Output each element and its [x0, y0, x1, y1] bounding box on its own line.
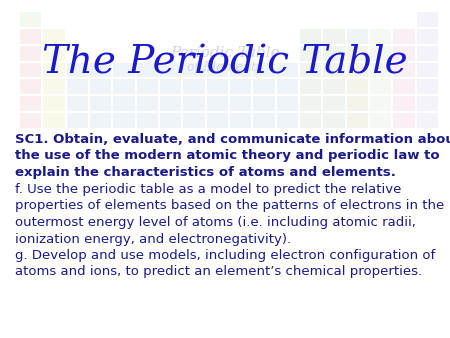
- Bar: [417, 96, 438, 111]
- Bar: [370, 29, 392, 44]
- Bar: [90, 113, 112, 128]
- Bar: [113, 96, 135, 111]
- Bar: [300, 79, 321, 94]
- Bar: [370, 46, 392, 61]
- Text: f. Use the periodic table as a model to predict the relative
properties of eleme: f. Use the periodic table as a model to …: [15, 183, 444, 279]
- Bar: [67, 63, 88, 77]
- Bar: [417, 29, 438, 44]
- Bar: [417, 63, 438, 77]
- Bar: [300, 29, 321, 44]
- Bar: [90, 63, 112, 77]
- Bar: [370, 79, 392, 94]
- Bar: [277, 113, 298, 128]
- Bar: [393, 96, 415, 111]
- Bar: [253, 96, 275, 111]
- Bar: [277, 63, 298, 77]
- Bar: [137, 79, 158, 94]
- Bar: [253, 63, 275, 77]
- Bar: [417, 79, 438, 94]
- Bar: [324, 29, 345, 44]
- Bar: [346, 96, 368, 111]
- Bar: [207, 113, 228, 128]
- Bar: [230, 79, 252, 94]
- Text: SC1. Obtain, evaluate, and communicate information about
the use of the modern a: SC1. Obtain, evaluate, and communicate i…: [15, 133, 450, 179]
- Bar: [43, 63, 65, 77]
- Bar: [346, 79, 368, 94]
- Bar: [67, 79, 88, 94]
- Bar: [43, 29, 65, 44]
- Bar: [113, 79, 135, 94]
- Bar: [137, 113, 158, 128]
- Bar: [230, 96, 252, 111]
- Bar: [207, 96, 228, 111]
- Bar: [346, 46, 368, 61]
- Bar: [20, 113, 41, 128]
- Bar: [346, 63, 368, 77]
- Bar: [346, 113, 368, 128]
- Bar: [90, 79, 112, 94]
- Bar: [277, 96, 298, 111]
- Bar: [230, 63, 252, 77]
- Bar: [20, 63, 41, 77]
- Bar: [43, 113, 65, 128]
- Bar: [277, 79, 298, 94]
- Text: Periodic Table: Periodic Table: [170, 46, 280, 60]
- Bar: [324, 96, 345, 111]
- Bar: [393, 29, 415, 44]
- Bar: [137, 96, 158, 111]
- Bar: [67, 113, 88, 128]
- Bar: [113, 113, 135, 128]
- Bar: [183, 113, 205, 128]
- Bar: [253, 113, 275, 128]
- Bar: [300, 46, 321, 61]
- Bar: [393, 63, 415, 77]
- Bar: [43, 46, 65, 61]
- Bar: [324, 63, 345, 77]
- Bar: [20, 46, 41, 61]
- Bar: [417, 12, 438, 27]
- Bar: [393, 113, 415, 128]
- Bar: [300, 113, 321, 128]
- Bar: [393, 46, 415, 61]
- Bar: [183, 63, 205, 77]
- Bar: [207, 79, 228, 94]
- Bar: [20, 12, 41, 27]
- Bar: [20, 79, 41, 94]
- Bar: [370, 63, 392, 77]
- Bar: [417, 46, 438, 61]
- Bar: [20, 29, 41, 44]
- Bar: [253, 79, 275, 94]
- Bar: [324, 79, 345, 94]
- Bar: [183, 79, 205, 94]
- Bar: [183, 96, 205, 111]
- Bar: [160, 79, 181, 94]
- Bar: [160, 96, 181, 111]
- Bar: [67, 96, 88, 111]
- Bar: [160, 113, 181, 128]
- Text: The Periodic Table: The Periodic Table: [42, 45, 408, 82]
- Bar: [417, 113, 438, 128]
- Bar: [370, 96, 392, 111]
- Bar: [160, 63, 181, 77]
- Bar: [370, 113, 392, 128]
- Bar: [113, 63, 135, 77]
- Bar: [43, 96, 65, 111]
- Bar: [393, 79, 415, 94]
- Bar: [324, 113, 345, 128]
- Bar: [230, 113, 252, 128]
- Bar: [300, 63, 321, 77]
- Text: of Elements: of Elements: [187, 62, 263, 74]
- Bar: [207, 63, 228, 77]
- Bar: [43, 79, 65, 94]
- Bar: [300, 96, 321, 111]
- Bar: [20, 96, 41, 111]
- Bar: [90, 96, 112, 111]
- Bar: [137, 63, 158, 77]
- Bar: [324, 46, 345, 61]
- Bar: [346, 29, 368, 44]
